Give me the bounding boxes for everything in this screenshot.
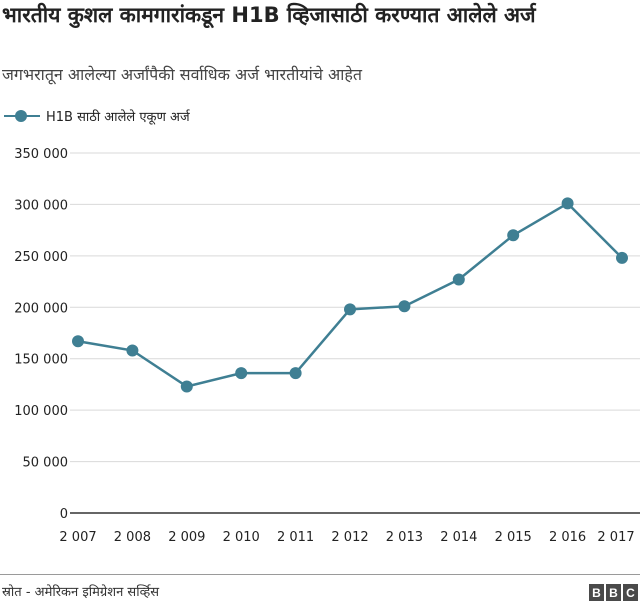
data-point: [72, 335, 84, 348]
data-point: [616, 251, 628, 264]
chart-title: भारतीय कुशल कामगारांकडून H1B व्हिजासाठी …: [2, 3, 536, 27]
chart-subtitle: जगभरातून आलेल्या अर्जांपैकी सर्वाधिक अर्…: [2, 65, 363, 84]
legend: H1B साठी आलेले एकूण अर्ज: [2, 104, 190, 128]
y-tick-label: 200 000: [14, 301, 68, 316]
legend-label: H1B साठी आलेले एकूण अर्ज: [46, 110, 190, 125]
data-point: [452, 273, 465, 286]
y-tick-label: 300 000: [14, 198, 68, 213]
footer-divider: [0, 574, 640, 575]
x-tick-label: 2 013: [386, 530, 423, 545]
x-tick-label: 2 017: [597, 530, 634, 545]
x-tick-label: 2 012: [331, 530, 368, 545]
data-point: [289, 367, 302, 380]
y-tick-label: 350 000: [14, 147, 68, 162]
x-tick-label: 2 014: [440, 530, 477, 545]
y-tick-label: 50 000: [23, 456, 69, 471]
x-tick-label: 2 010: [223, 530, 260, 545]
data-point: [561, 197, 574, 210]
y-tick-label: 100 000: [14, 404, 68, 419]
x-tick-label: 2 015: [495, 530, 532, 545]
y-tick-label: 150 000: [14, 353, 68, 368]
line-chart: 0 50 000 100 000 150 000 200 000 250 000 300 0…: [14, 147, 640, 545]
data-point: [235, 367, 248, 380]
x-tick-label: 2 016: [549, 530, 586, 545]
x-tick-label: 2 007: [59, 530, 96, 545]
data-point: [507, 229, 520, 242]
x-tick-label: 2 008: [114, 530, 151, 545]
data-point: [180, 380, 193, 393]
data-point: [126, 344, 139, 357]
y-tick-label: 0: [60, 507, 68, 522]
x-tick-label: 2 011: [277, 530, 314, 545]
source-note: स्रोत - अमेरिकन इमिग्रेशन सर्व्हिस: [2, 585, 160, 600]
data-point: [344, 303, 356, 316]
legend-marker-icon: [2, 109, 42, 123]
data-point: [398, 300, 411, 313]
x-tick-label: 2 009: [168, 530, 205, 545]
y-tick-label: 250 000: [14, 250, 68, 265]
